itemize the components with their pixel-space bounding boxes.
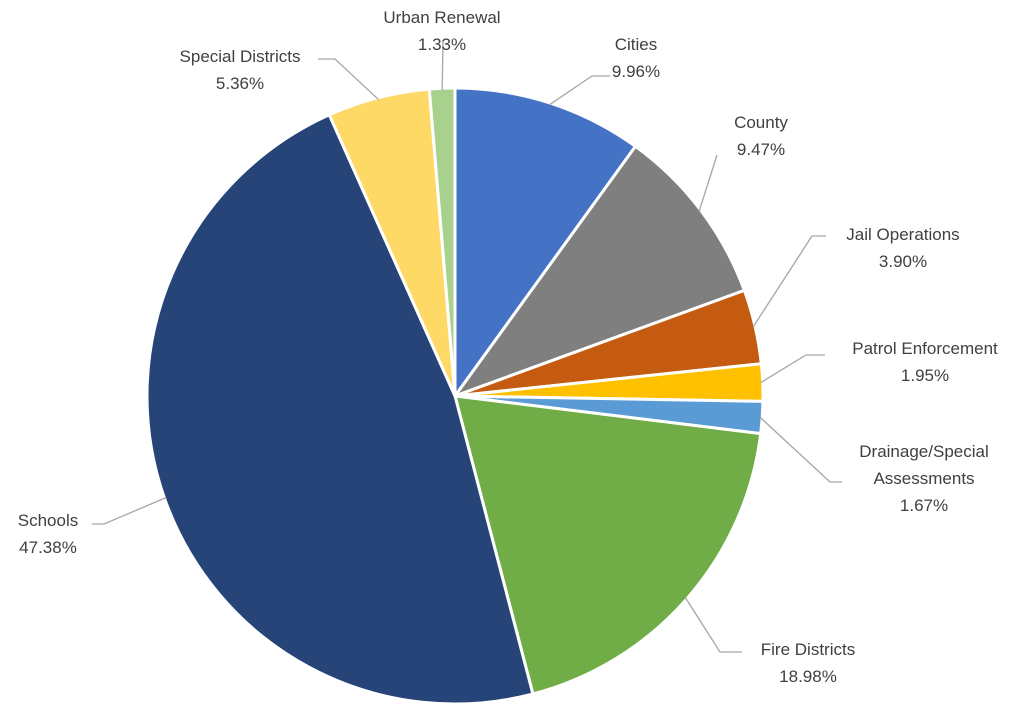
leader-line-jail-operations (752, 235, 826, 328)
data-label-patrol-enforcement: Patrol Enforcement 1.95% (852, 339, 998, 385)
leader-line-schools (92, 496, 167, 525)
slices-layer (145, 86, 765, 704)
leader-line-cities (548, 75, 610, 106)
data-label-name: Schools (18, 511, 78, 530)
data-label-cities: Cities 9.96% (612, 35, 660, 81)
data-label-name: Drainage/Special (859, 442, 988, 461)
leader-line-special-districts (318, 58, 380, 101)
data-label-special-districts: Special Districts 5.36% (180, 47, 301, 93)
data-label-value: 9.96% (612, 62, 660, 81)
leader-line-patrol-enforcement (760, 354, 825, 384)
data-label-urban-renewal: Urban Renewal 1.33% (383, 8, 500, 54)
leader-line-drainage-special-assessments (759, 416, 842, 483)
data-label-value: 1.67% (900, 496, 948, 515)
data-label-name: Fire Districts (761, 640, 855, 659)
data-label-jail-operations: Jail Operations 3.90% (846, 225, 959, 271)
pie-slice-cities (453, 86, 637, 398)
data-label-name: County (734, 113, 788, 132)
data-label-name: Patrol Enforcement (852, 339, 998, 358)
data-label-value: 1.95% (901, 366, 949, 385)
leader-line-fire-districts (684, 597, 742, 653)
leaders-layer (92, 39, 842, 653)
pie-slice-county (453, 144, 746, 398)
data-label-county: County 9.47% (734, 113, 788, 159)
data-label-name: Cities (615, 35, 658, 54)
data-label-value: 1.33% (418, 35, 466, 54)
data-label-name: Special Districts (180, 47, 301, 66)
leader-line-urban-renewal (441, 39, 444, 91)
data-label-name: Jail Operations (846, 225, 959, 244)
leader-line-county (698, 154, 718, 212)
data-label-schools: Schools 47.38% (18, 511, 78, 557)
data-label-drainage-special-assessments: Drainage/Special Assessments 1.67% (859, 442, 988, 515)
data-label-value: 9.47% (737, 140, 785, 159)
data-label-value: 18.98% (779, 667, 837, 686)
data-label-value: 3.90% (879, 252, 927, 271)
data-label-value: 5.36% (216, 74, 264, 93)
data-label-name: Urban Renewal (383, 8, 500, 27)
data-label-value: 47.38% (19, 538, 77, 557)
data-label-fire-districts: Fire Districts 18.98% (761, 640, 855, 686)
labels-layer: Cities 9.96% County 9.47% Jail Operations 3.9… (18, 8, 998, 686)
data-label-name: Assessments (873, 469, 974, 488)
